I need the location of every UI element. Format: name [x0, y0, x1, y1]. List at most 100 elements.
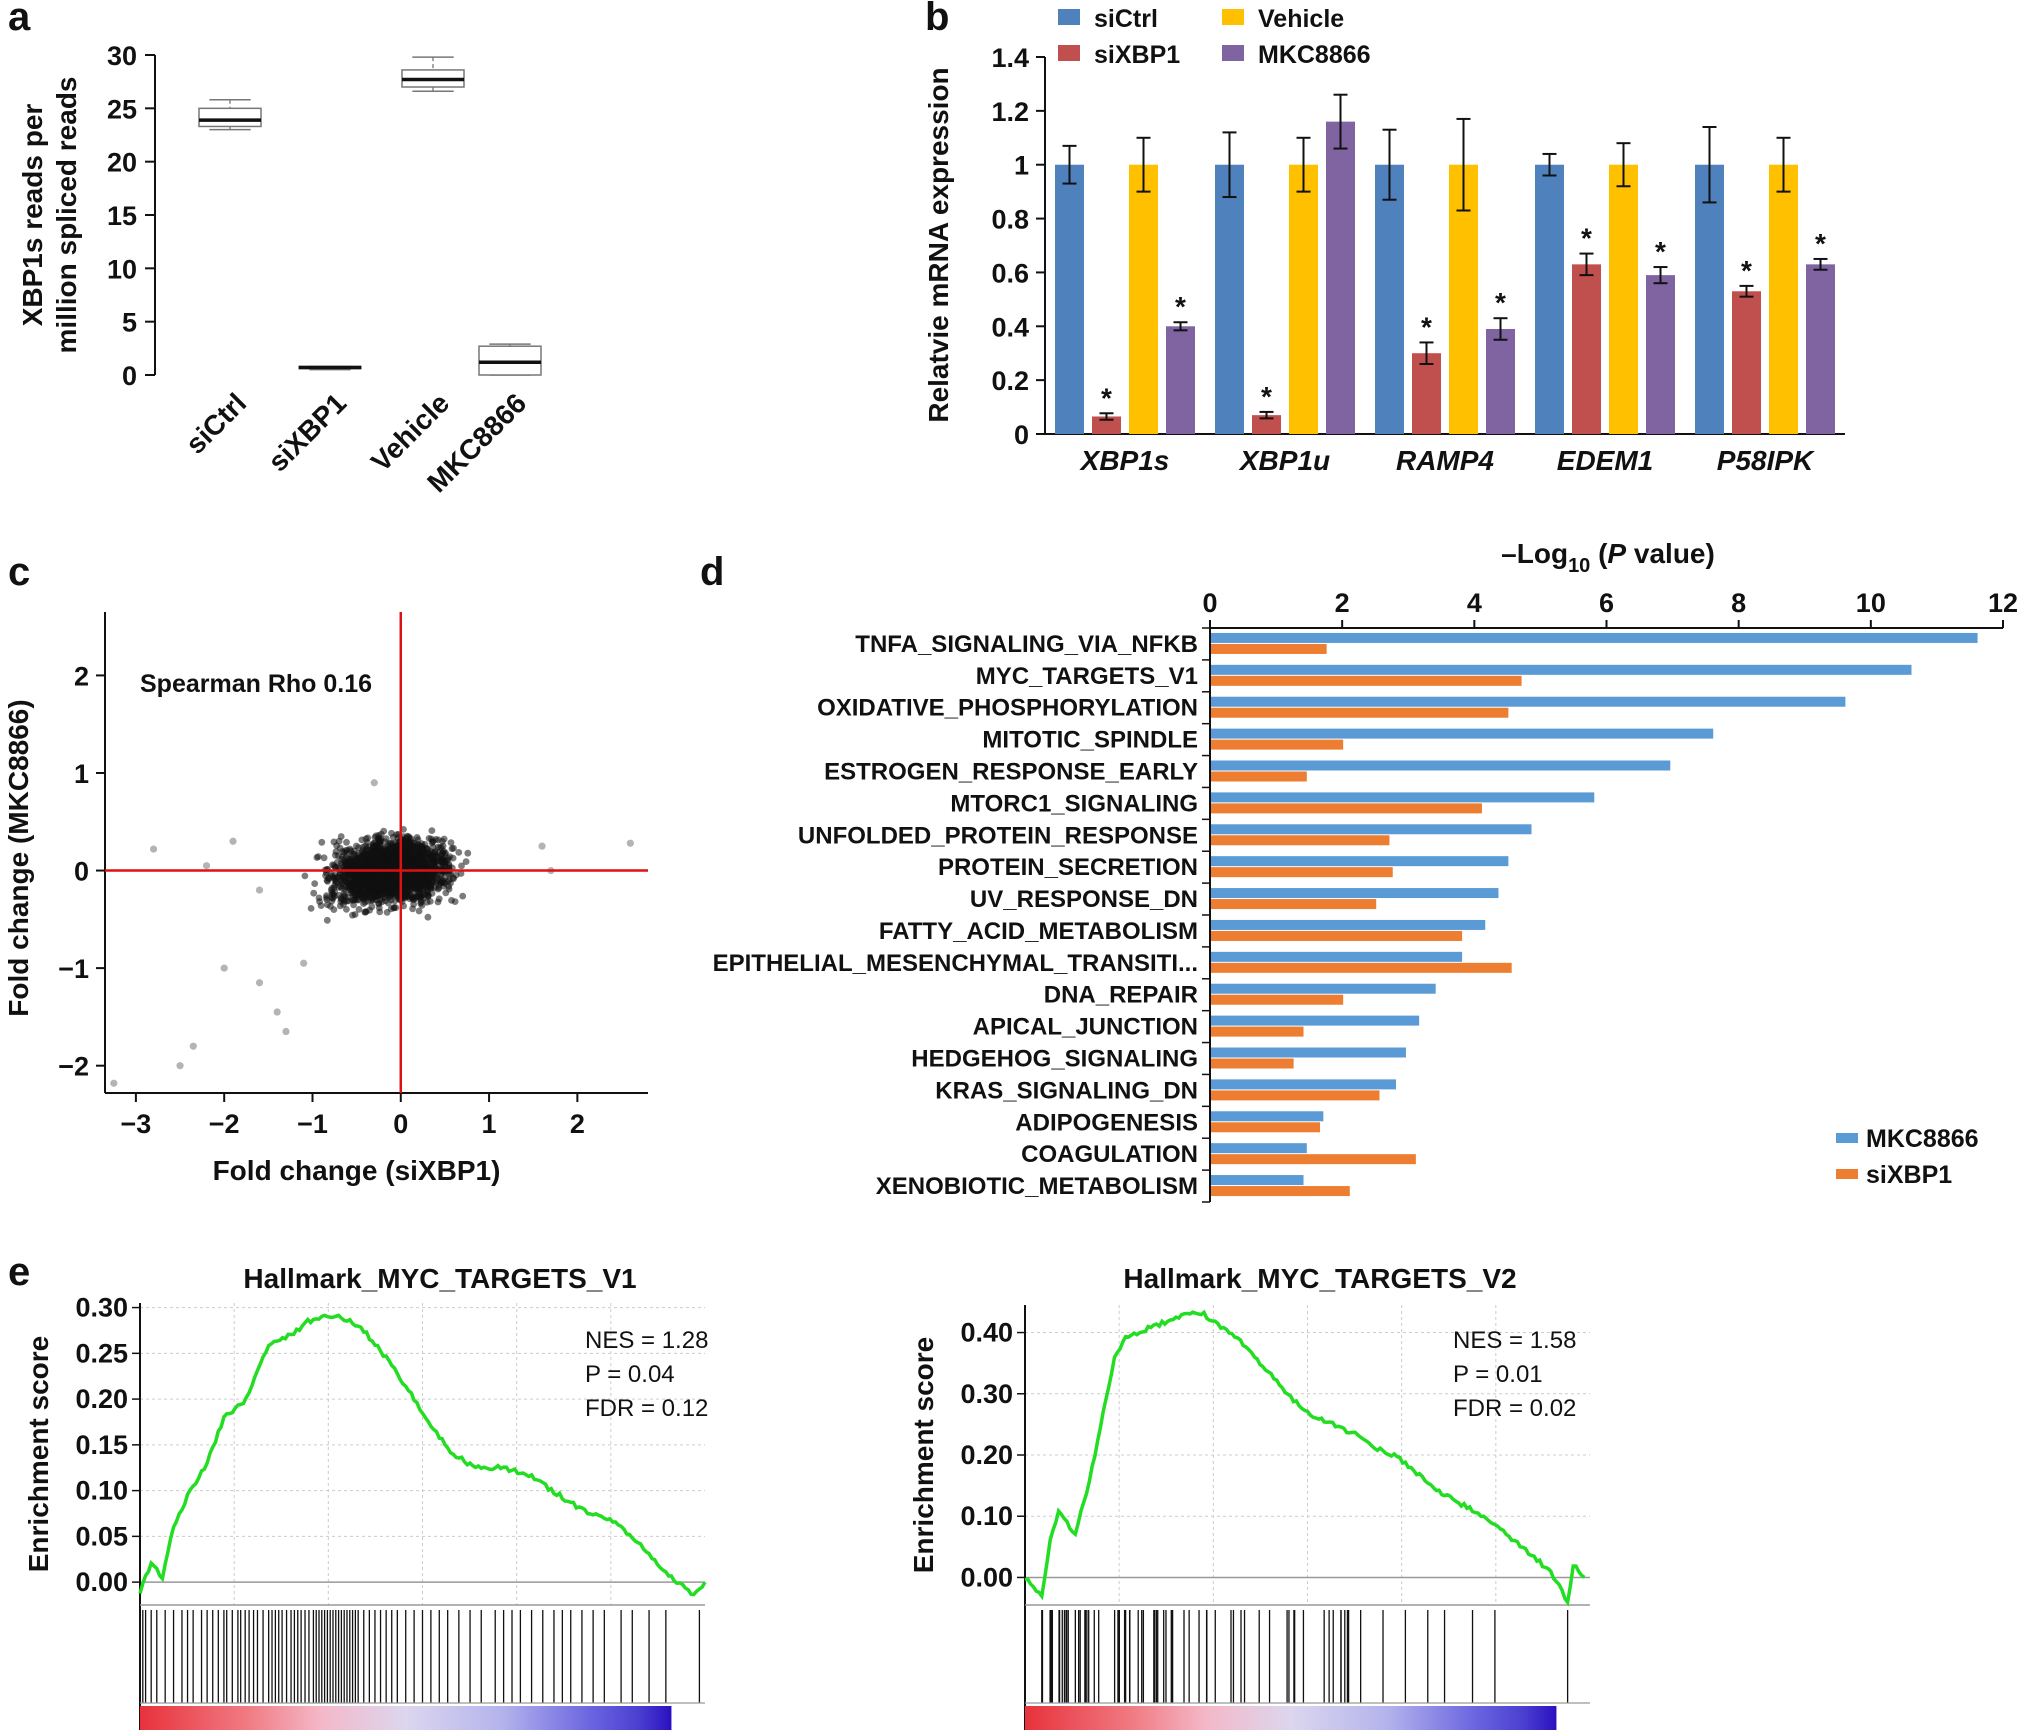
x-tick-label: 0	[1202, 588, 1217, 618]
stat-p: P = 0.04	[585, 1361, 675, 1388]
scatter-point	[323, 894, 330, 901]
pathway-label: XENOBIOTIC_METABOLISM	[876, 1173, 1198, 1200]
scatter-point	[364, 885, 372, 893]
scatter-point-outlier	[149, 845, 158, 853]
scatter-point	[337, 882, 344, 890]
scatter-point	[341, 878, 349, 885]
scatter-point	[387, 840, 395, 847]
y-tick-label: 15	[107, 201, 137, 231]
x-axis-title: –Log10 (P value)	[1501, 538, 1715, 577]
pathway-label: ADIPOGENESIS	[1015, 1109, 1198, 1136]
scatter-point	[388, 829, 395, 837]
bar-sixbp1	[1211, 1090, 1380, 1101]
scatter-point	[382, 880, 390, 887]
x-axis-title-p: P	[1607, 538, 1626, 569]
category-label: RAMP4	[1396, 445, 1494, 476]
scatter-point	[366, 879, 374, 887]
significance-marker: *	[1261, 381, 1272, 412]
scatter-point	[423, 898, 431, 906]
scatter-point	[362, 908, 369, 916]
scatter-point	[382, 835, 390, 842]
scatter-point	[307, 905, 315, 912]
y-tick-label: 10	[107, 254, 137, 284]
legend-label: siCtrl	[1094, 5, 1158, 33]
bar-sixbp1	[1211, 1154, 1416, 1165]
bar-sixbp1	[1211, 707, 1509, 718]
scatter-point	[354, 852, 362, 859]
scatter-point	[426, 850, 434, 857]
bar-sictrl	[1695, 164, 1724, 434]
bar-sixbp1	[1412, 353, 1441, 434]
y-tick-label: 0.20	[960, 1440, 1013, 1470]
scatter-point	[408, 893, 416, 900]
bar-sixbp1	[1211, 739, 1344, 750]
scatter-point	[459, 892, 467, 900]
y-tick-label: 0.30	[75, 1293, 128, 1323]
scatter-point	[350, 847, 358, 855]
y-tick-label: 0	[122, 361, 137, 391]
x-tick-label: −2	[209, 1109, 240, 1139]
bar-mkc8866	[1211, 696, 1846, 707]
scatter-point	[327, 870, 335, 878]
scatter-point	[416, 890, 424, 898]
scatter-point	[330, 906, 338, 913]
x-axis-title-space	[1626, 538, 1634, 569]
scatter-point	[332, 863, 340, 871]
panel-label-c: c	[8, 550, 30, 594]
scatter-point	[387, 882, 395, 890]
category-label: EDEM1	[1557, 445, 1653, 476]
scatter-point	[318, 838, 326, 846]
y-tick-label: 30	[107, 41, 137, 71]
bar-sixbp1	[1211, 1122, 1321, 1133]
y-tick-label: 0	[1014, 420, 1029, 450]
bar-sixbp1	[1211, 771, 1307, 782]
y-tick-label: 0.20	[75, 1384, 128, 1414]
bar-sixbp1	[1732, 291, 1761, 434]
scatter-points	[110, 779, 634, 1087]
pathway-label: TNFA_SIGNALING_VIA_NFKB	[855, 631, 1198, 658]
bar-sictrl	[1055, 164, 1084, 434]
panel-e-right-gsea: Hallmark_MYC_TARGETS_V2 0.00 0.10 0.20 0.30 0…	[908, 1263, 1590, 1730]
gsea-title: Hallmark_MYC_TARGETS_V1	[243, 1263, 636, 1294]
scatter-point	[385, 893, 393, 901]
panel-e-left-gsea: Hallmark_MYC_TARGETS_V1 0.00 0.05 0.10 0.15 0…	[23, 1263, 708, 1730]
bar-mkc8866	[1211, 632, 1978, 643]
significance-marker: *	[1655, 236, 1666, 267]
x-axis-title-suffix: value)	[1634, 538, 1715, 569]
scatter-point	[341, 891, 348, 899]
y-tick-label: 0.4	[991, 312, 1029, 342]
scatter-point	[464, 849, 472, 857]
scatter-point	[462, 858, 470, 865]
scatter-point	[409, 905, 416, 913]
gsea-title: Hallmark_MYC_TARGETS_V2	[1123, 1263, 1516, 1294]
bar-sixbp1	[1211, 962, 1512, 973]
scatter-point	[407, 863, 415, 870]
pathway-label: MTORC1_SIGNALING	[950, 790, 1198, 817]
stat-nes: NES = 1.28	[585, 1327, 708, 1354]
scatter-point	[323, 877, 331, 884]
legend-label: MKC8866	[1866, 1125, 1979, 1153]
stat-nes: NES = 1.58	[1453, 1327, 1576, 1354]
bar-sixbp1	[1211, 899, 1377, 910]
scatter-point	[330, 884, 338, 892]
bar-sixbp1	[1211, 1186, 1350, 1197]
pathway-label: COAGULATION	[1021, 1141, 1198, 1168]
scatter-point	[376, 856, 384, 864]
scatter-point	[414, 841, 422, 849]
bar-mkc8866	[1211, 919, 1486, 930]
bar-mkc8866	[1211, 856, 1509, 867]
y-tick-label: 20	[107, 148, 137, 178]
legend-label: siXBP1	[1866, 1161, 1952, 1189]
scatter-point	[448, 845, 456, 853]
y-tick-label: 0.8	[991, 205, 1029, 235]
bar-mkc8866	[1211, 983, 1436, 994]
bar-mkc8866	[1211, 1143, 1307, 1154]
scatter-point	[364, 897, 372, 905]
x-tick-label: 2	[570, 1109, 585, 1139]
rank-metric-gradient	[140, 1706, 672, 1730]
scatter-point	[339, 848, 346, 855]
scatter-point	[419, 875, 426, 882]
y-tick-label: 0	[74, 857, 89, 887]
scatter-point	[323, 916, 331, 924]
bar-mkc8866	[1211, 824, 1532, 835]
